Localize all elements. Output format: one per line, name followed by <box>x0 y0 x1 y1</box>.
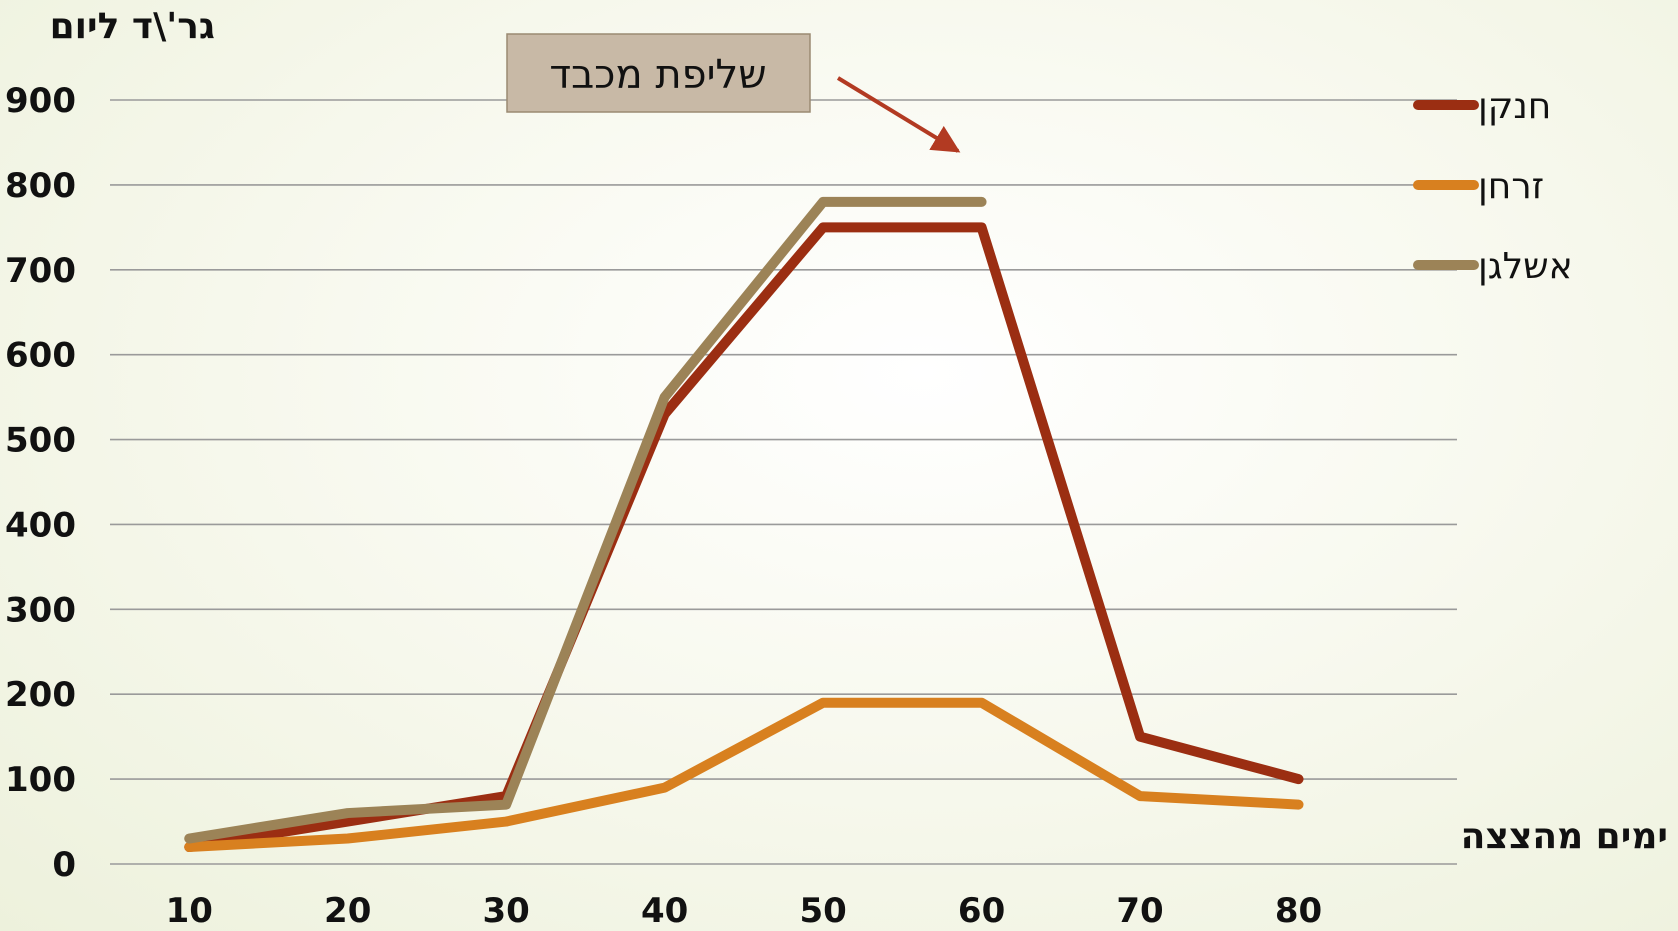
x-tick-label: 60 <box>958 891 1005 931</box>
y-tick-label: 700 <box>5 251 76 291</box>
annotation-arrow <box>836 76 961 153</box>
series-line <box>184 196 987 844</box>
x-tick-label: 50 <box>799 891 846 931</box>
x-tick-label: 30 <box>483 891 530 931</box>
series-line <box>184 222 1304 853</box>
x-axis-ticks: 10 20 30 40 50 60 70 80 <box>166 891 1323 931</box>
y-tick-label: 500 <box>5 421 76 461</box>
y-tick-label: 0 <box>52 845 76 885</box>
y-axis-title: גר'\ד ליום <box>50 6 215 47</box>
y-tick-label: 100 <box>5 760 76 800</box>
y-tick-label: 400 <box>5 505 76 545</box>
x-tick-label: 80 <box>1275 891 1322 931</box>
y-tick-label: 200 <box>5 675 76 715</box>
legend-label: אשלגן <box>1478 246 1573 287</box>
x-tick-label: 10 <box>166 891 213 931</box>
series-line <box>184 697 1304 853</box>
y-tick-label: 900 <box>5 81 76 121</box>
legend: חנקן זרחן אשלגן <box>1413 86 1573 287</box>
annotation-callout: שליפת מכבד <box>506 33 961 153</box>
x-tick-label: 20 <box>324 891 371 931</box>
annotation-box <box>506 33 811 113</box>
gridlines <box>110 99 1457 865</box>
series-lines <box>184 196 1304 853</box>
y-tick-label: 600 <box>5 336 76 376</box>
x-axis-title: ימים מהצצה <box>1461 816 1668 857</box>
x-tick-label: 70 <box>1116 891 1163 931</box>
annotation-text: שליפת מכבד <box>549 52 766 98</box>
y-tick-label: 300 <box>5 590 76 630</box>
y-tick-label: 800 <box>5 166 76 206</box>
x-tick-label: 40 <box>641 891 688 931</box>
legend-label: חנקן <box>1478 86 1551 127</box>
legend-label: זרחן <box>1478 166 1544 207</box>
y-axis-ticks: 0 100 200 300 400 500 600 700 800 900 <box>5 81 76 885</box>
